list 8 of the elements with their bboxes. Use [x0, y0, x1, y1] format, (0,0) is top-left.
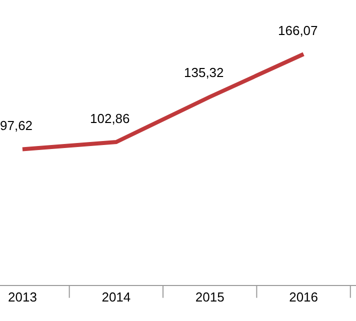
x-tick-label: 2015: [195, 290, 224, 305]
x-tick-label: 2016: [289, 290, 318, 305]
x-tick-label: 2013: [8, 290, 37, 305]
data-label: 97,62: [0, 118, 33, 133]
data-label: 135,32: [184, 65, 224, 80]
data-label: 102,86: [90, 111, 130, 126]
x-tick-label: 2014: [102, 290, 131, 305]
data-label: 166,07: [278, 23, 318, 38]
